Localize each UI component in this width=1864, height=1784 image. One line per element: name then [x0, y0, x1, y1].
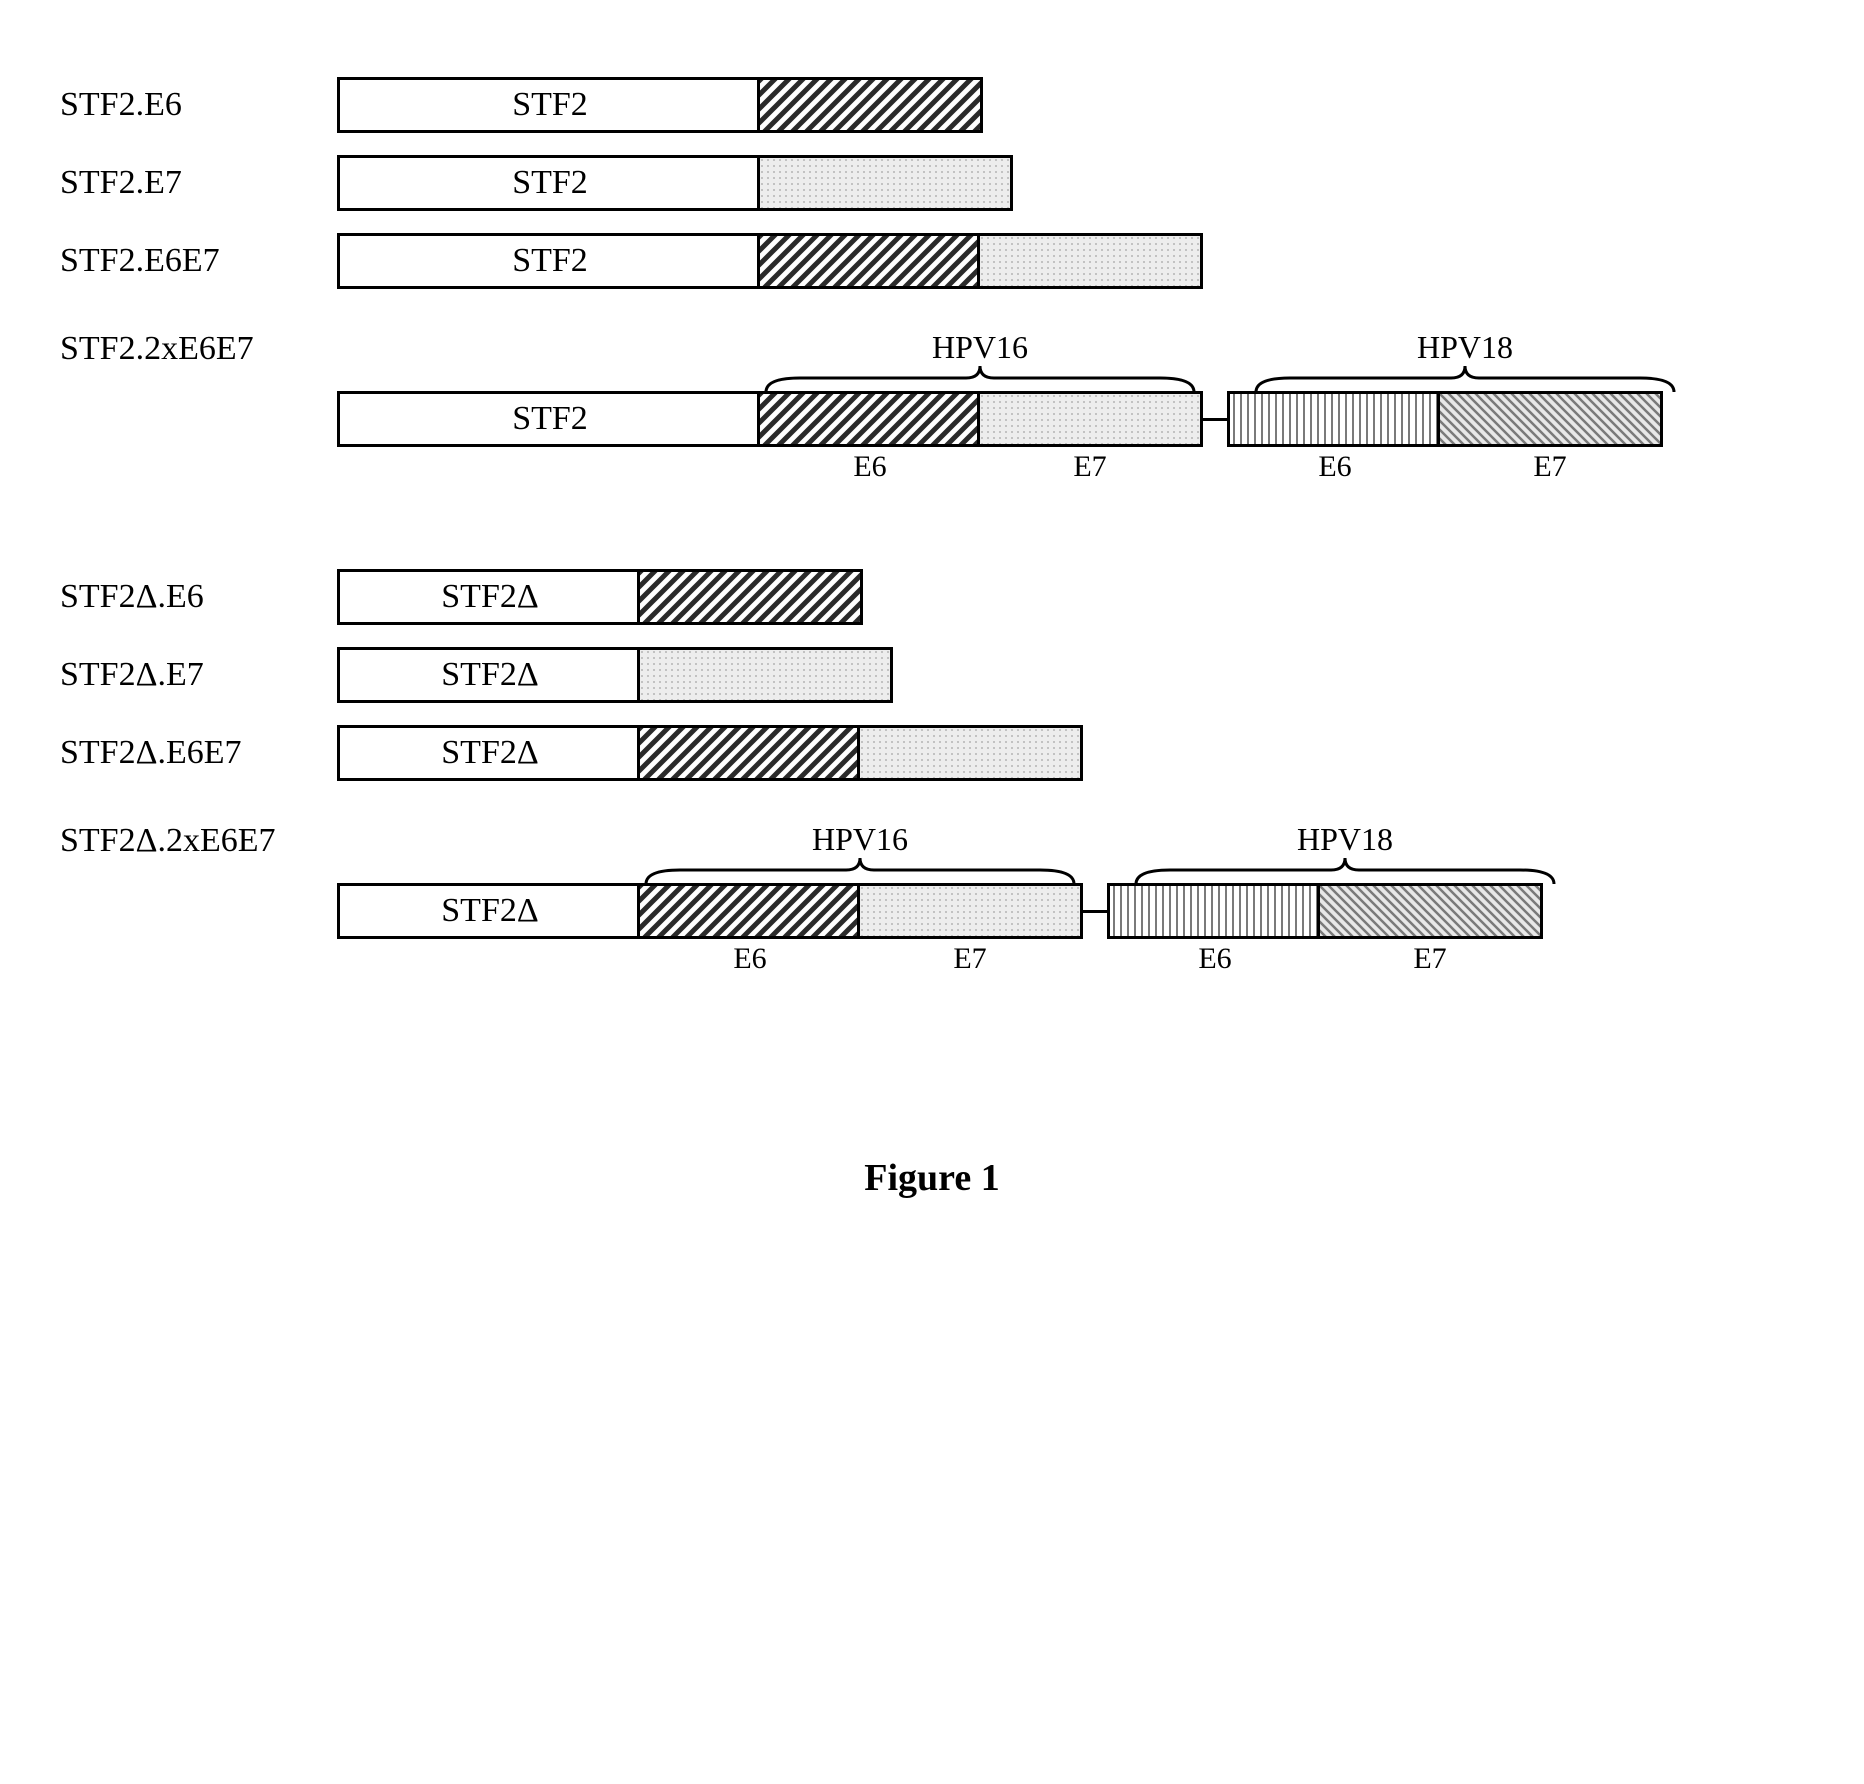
segment-diag_fwd [640, 572, 860, 622]
segment-plain: STF2Δ [340, 572, 640, 622]
diagram-area: STF2Δ [340, 650, 890, 700]
segment-label: STF2Δ [441, 734, 538, 772]
sublabel-row: E6E7E6E7 [340, 450, 1680, 484]
sublabel [1200, 450, 1230, 484]
bracket-row: HPV16 HPV18 [340, 324, 1680, 394]
construct-label: STF2.E6 [60, 80, 340, 124]
bar-row: STF2 [340, 394, 1680, 444]
bracket-label: HPV16 [812, 821, 908, 858]
segment-dots_light [860, 886, 1080, 936]
segment-dots_light [640, 650, 890, 700]
construct-row: STF2.E6E7 STF2 [60, 236, 1804, 286]
diagram-area: HPV16HPV18STF2ΔE6E7E6E7 [340, 816, 1560, 976]
bracket-label: HPV16 [932, 329, 1028, 366]
construct-row: STF2.2xE6E7HPV16HPV18STF2E6E7E6E7 [60, 324, 1804, 484]
segment-diag_fwd [640, 728, 860, 778]
figure-caption: Figure 1 [60, 1156, 1804, 1200]
connector [1200, 418, 1230, 421]
sublabel: E7 [1320, 942, 1540, 976]
bracket-group: HPV18 [1130, 821, 1560, 886]
diagram-area: STF2Δ [340, 728, 1080, 778]
segment-diag_fwd [760, 236, 980, 286]
segment-plain: STF2 [340, 80, 760, 130]
segment-vertical [1110, 886, 1320, 936]
diagram-area: STF2Δ [340, 572, 860, 622]
construct-row: STF2Δ.E6 STF2Δ [60, 572, 1804, 622]
construct-row: STF2.E6 STF2 [60, 80, 1804, 130]
segment-dots_light [760, 158, 1010, 208]
segment-label: STF2Δ [441, 578, 538, 616]
construct-row: STF2Δ.E6E7 STF2Δ [60, 728, 1804, 778]
sublabel: E7 [1440, 450, 1660, 484]
bar-row: STF2 [340, 236, 1200, 286]
bracket-row: HPV16 HPV18 [340, 816, 1560, 886]
diagram-area: STF2 [340, 158, 1010, 208]
segment-plain: STF2 [340, 158, 760, 208]
figure-container: STF2.E6STF2STF2.E7STF2STF2.E6E7STF2STF2.… [60, 80, 1804, 976]
construct-label: STF2Δ.2xE6E7 [60, 816, 340, 860]
segment-dots_light [860, 728, 1080, 778]
segment-label: STF2 [512, 242, 588, 280]
segment-label: STF2Δ [441, 656, 538, 694]
diagram-area: STF2 [340, 236, 1200, 286]
sublabel [1080, 942, 1110, 976]
sublabel: E6 [640, 942, 860, 976]
segment-label: STF2Δ [441, 892, 538, 930]
construct-row: STF2.E7 STF2 [60, 158, 1804, 208]
construct-label: STF2Δ.E6 [60, 572, 340, 616]
bar-row: STF2Δ [340, 650, 890, 700]
bracket-group: HPV16 [760, 329, 1200, 394]
bar-row: STF2Δ [340, 728, 1080, 778]
construct-label: STF2.E7 [60, 158, 340, 202]
bracket-group: HPV18 [1250, 329, 1680, 394]
segment-label: STF2 [512, 86, 588, 124]
sublabel: E6 [1110, 942, 1320, 976]
sublabel: E6 [760, 450, 980, 484]
segment-plain: STF2Δ [340, 728, 640, 778]
sublabel-row: E6E7E6E7 [340, 942, 1560, 976]
segment-dots_light [980, 394, 1200, 444]
diagram-area: STF2 [340, 80, 980, 130]
segment-diag_back [1320, 886, 1540, 936]
sublabel: E7 [860, 942, 1080, 976]
bar-row: STF2 [340, 80, 980, 130]
segment-plain: STF2Δ [340, 650, 640, 700]
connector [1080, 910, 1110, 913]
construct-label: STF2Δ.E7 [60, 650, 340, 694]
bar-row: STF2 [340, 158, 1010, 208]
bracket-group: HPV16 [640, 821, 1080, 886]
segment-diag_fwd [760, 80, 980, 130]
sublabel: E7 [980, 450, 1200, 484]
segment-label: STF2 [512, 164, 588, 202]
segment-plain: STF2 [340, 394, 760, 444]
bracket-label: HPV18 [1417, 329, 1513, 366]
segment-plain: STF2 [340, 236, 760, 286]
segment-label: STF2 [512, 400, 588, 438]
segment-dots_light [980, 236, 1200, 286]
construct-label: STF2.2xE6E7 [60, 324, 340, 368]
segment-diag_fwd [640, 886, 860, 936]
construct-label: STF2Δ.E6E7 [60, 728, 340, 772]
segment-vertical [1230, 394, 1440, 444]
bar-row: STF2Δ [340, 572, 860, 622]
construct-row: STF2Δ.2xE6E7HPV16HPV18STF2ΔE6E7E6E7 [60, 816, 1804, 976]
construct-label: STF2.E6E7 [60, 236, 340, 280]
bar-row: STF2Δ [340, 886, 1560, 936]
sublabel: E6 [1230, 450, 1440, 484]
construct-row: STF2Δ.E7 STF2Δ [60, 650, 1804, 700]
diagram-area: HPV16HPV18STF2E6E7E6E7 [340, 324, 1680, 484]
bracket-label: HPV18 [1297, 821, 1393, 858]
segment-diag_back [1440, 394, 1660, 444]
segment-plain: STF2Δ [340, 886, 640, 936]
segment-diag_fwd [760, 394, 980, 444]
